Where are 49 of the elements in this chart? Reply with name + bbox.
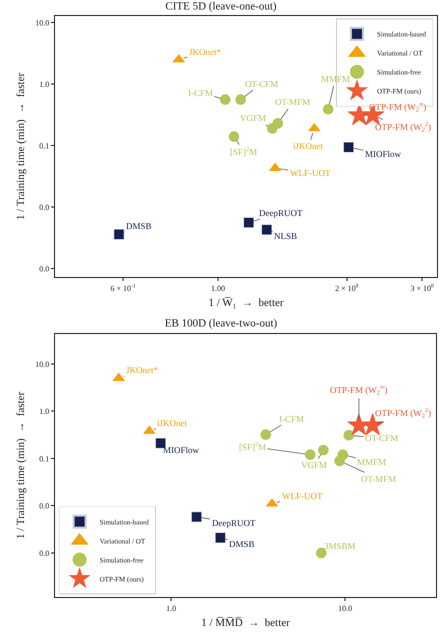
annotation: OT-CFM <box>365 433 398 443</box>
x-axis-title: 1 / M̅M̅D̅ → better <box>201 616 290 629</box>
y-tick-label: 1.0 <box>39 80 50 89</box>
annotation: DMSB <box>229 539 255 549</box>
y-tick-label: 0.1 <box>39 454 50 464</box>
annotation: iJKOnet <box>293 141 324 151</box>
y-tick-label: 0.0 <box>39 502 50 511</box>
annotation: OTP-FM (W$_{2}$$^{2}$) <box>375 121 432 134</box>
y-axis-title: 1 / Training time (min) → faster <box>14 392 27 540</box>
chart-title: EB 100D (leave-two-out) <box>164 317 278 330</box>
annotation: OT-MFM <box>275 97 310 107</box>
annotation: DeepRUOT <box>212 518 256 528</box>
y-tick-label: 10.0 <box>35 18 50 28</box>
y-tick-label: 0.0 <box>39 264 50 274</box>
y-tick-label: 0.0 <box>39 202 50 212</box>
annotation: MIOFlow <box>163 445 200 455</box>
y-tick-label: 1.0 <box>39 406 50 416</box>
x-tick-label: 1.00 <box>210 284 225 293</box>
annotation: JKOnet* <box>126 365 158 375</box>
x-tick-label: 3 × 10$^{0}$ <box>410 283 434 293</box>
y-tick-label: 0.1 <box>39 141 50 150</box>
y-tick-label: 0.0 <box>39 548 50 558</box>
annotation: OTP-FM (W$_{2}$$^{2}$) <box>375 407 432 420</box>
annotation: OT-CFM <box>245 79 278 89</box>
annotation: [SF]$^{2}$M <box>230 146 258 157</box>
annotation: OT-MFM <box>361 474 396 484</box>
x-tick-label: 6 × 10$^{-1}$ <box>110 283 136 293</box>
x-tick-label: 2 × 10$^{0}$ <box>335 283 359 293</box>
annotation: WLF-UOT <box>282 491 323 501</box>
annotation: I-CFM <box>279 414 304 424</box>
chart-title: CITE 5D (leave-one-out) <box>165 0 277 12</box>
annotation: DeepRUOT <box>259 208 303 218</box>
annotation: MMFM <box>321 74 350 84</box>
annotation: iJKOnet <box>157 418 188 428</box>
annotation: MMFM <box>357 457 386 467</box>
x-axis-title: 1 / W̅₁ → better <box>208 296 284 309</box>
annotation: I-CFM <box>188 88 214 98</box>
annotation: NLSB <box>274 231 298 241</box>
annotation: MIOFlow <box>365 149 402 159</box>
annotation: 3MSBM <box>324 541 356 551</box>
y-tick-label: 10.0 <box>35 360 50 369</box>
annotation: DMSB <box>126 221 152 231</box>
annotation: VGFM <box>240 113 266 123</box>
annotation: WLF-UOT <box>290 168 331 178</box>
annotation: JKOnet* <box>189 47 222 57</box>
y-axis-title: 1 / Training time (min) → faster <box>14 72 27 220</box>
annotation: VGFM <box>301 460 328 470</box>
annotation: OTP-FM (W$_{2}$$^{∞}$) <box>330 384 388 397</box>
annotation: [SF]$^{2}$M <box>239 441 266 452</box>
